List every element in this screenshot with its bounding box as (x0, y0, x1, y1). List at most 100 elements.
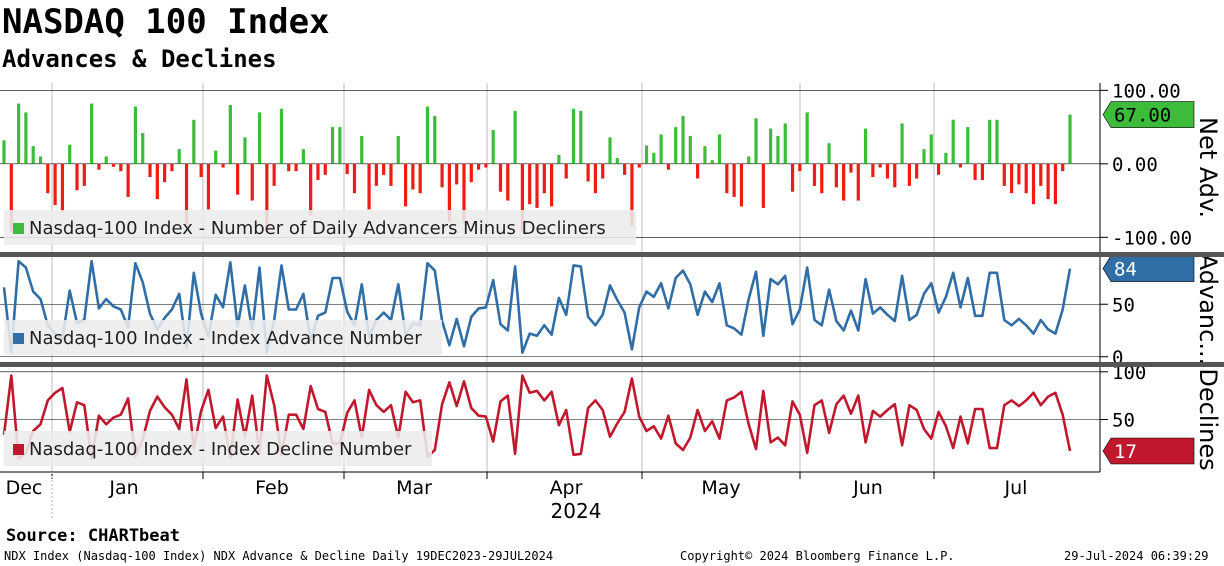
net-adv-bar (958, 163, 963, 168)
last-value-label: 17 (1114, 441, 1137, 463)
x-tick-label: Feb (255, 477, 289, 499)
net-adv-bar (834, 163, 838, 188)
last-value-label: 67.00 (1114, 105, 1171, 127)
net-adv-bar (455, 163, 459, 185)
net-adv-bar (681, 116, 685, 164)
net-adv-bar (60, 163, 65, 212)
legend-label: Nasdaq-100 Index - Index Decline Number (29, 439, 412, 460)
x-tick-label: Jul (1004, 477, 1028, 499)
net-adv-bar (623, 163, 627, 175)
last-value-label: 84 (1114, 259, 1137, 281)
x-tick-label: Apr (550, 477, 583, 499)
net-adv-bar (257, 112, 262, 164)
panel-2: 50 0 Nasdaq-100 Index - Index Advance Numb… (0, 254, 1222, 369)
panel-separator (0, 252, 1224, 257)
net-adv-bar (827, 143, 831, 164)
series-description: NDX Index (Nasdaq-100 Index) NDX Advance… (4, 549, 554, 563)
net-adv-bar (447, 163, 451, 222)
net-adv-bar (666, 163, 671, 170)
last-value-marker (1102, 255, 1195, 282)
source-label: Source: CHARTbeat (6, 526, 180, 546)
net-adv-bar (17, 103, 21, 164)
y-tick-label: 0.00 (1112, 154, 1158, 176)
decline-number-line (2, 374, 1072, 460)
net-adv-bar (571, 108, 576, 164)
y-axis-label: Advanc... (1194, 254, 1222, 365)
net-adv-bar (1009, 163, 1014, 194)
legend-background (4, 431, 432, 466)
net-adv-bar (520, 163, 524, 232)
net-adv-bar (849, 163, 853, 173)
net-adv-bar (579, 110, 583, 164)
net-adv-bar (659, 134, 663, 164)
net-adv-bar (1024, 163, 1028, 194)
net-adv-bar (214, 150, 218, 164)
net-adv-bar (163, 163, 167, 183)
net-adv-bar (1017, 163, 1021, 185)
y-axis-label: Net Adv. (1194, 117, 1222, 218)
net-adv-bar (367, 163, 371, 210)
net-adv-bar (725, 163, 729, 194)
x-tick-label: Dec (6, 477, 43, 499)
y-tick-label: 0 (1112, 347, 1123, 369)
net-adv-bar (265, 163, 269, 232)
net-adv-bar (1053, 163, 1057, 205)
net-adv-bar (586, 163, 590, 182)
net-adv-bar (250, 163, 254, 201)
net-adv-bar (915, 163, 919, 179)
net-adv-bar (608, 137, 612, 164)
x-year-label: 2024 (551, 499, 602, 523)
net-adv-bar (352, 163, 357, 194)
net-adv-bar (893, 163, 897, 188)
net-adv-bar (192, 119, 196, 164)
last-value-tag: 84 (1102, 255, 1195, 282)
net-adv-bar (812, 163, 817, 186)
net-adv-bar (155, 163, 159, 200)
net-adv-bar (550, 163, 554, 207)
net-adv-bar (542, 163, 546, 194)
net-adv-bar (885, 163, 890, 179)
net-adv-bar (615, 157, 619, 164)
x-tick-label: Mar (396, 477, 432, 499)
net-adv-bar (688, 135, 692, 164)
net-adv-bar (24, 112, 28, 164)
last-value-marker (1102, 437, 1195, 465)
net-adv-bar (776, 135, 780, 164)
net-adv-bar (564, 163, 568, 179)
net-adv-bar (798, 163, 802, 172)
net-adv-bar (316, 163, 320, 180)
y-tick-label: 50 (1112, 294, 1135, 316)
net-adv-bar (1002, 163, 1006, 186)
net-adv-bar (462, 163, 466, 223)
net-adv-bar (75, 163, 79, 191)
net-adv-bar (936, 163, 941, 175)
net-adv-bar (484, 163, 488, 168)
net-adv-bar (1031, 163, 1036, 205)
net-adv-bar (1046, 163, 1050, 200)
net-adv-bar (535, 163, 539, 208)
net-adv-bar (1061, 163, 1065, 172)
net-adv-bar (184, 163, 189, 227)
net-adv-bar (973, 163, 977, 180)
legend: Nasdaq-100 Index - Index Decline Number (4, 431, 432, 466)
panel-separator (0, 362, 1224, 367)
net-adv-bar (360, 135, 364, 164)
legend-swatch (13, 444, 24, 455)
net-adv-bar (557, 155, 561, 164)
net-adv-bar (710, 160, 714, 164)
timestamp: 29-Jul-2024 06:39:29 (1064, 549, 1209, 563)
net-adv-bar (761, 163, 765, 208)
net-adv-bar (82, 163, 86, 186)
panel-1: 100.00 0.00 -100.00 Nasdaq-100 Index - Numb… (0, 80, 1222, 252)
net-adv-bar (593, 163, 598, 194)
net-adv-bar (119, 163, 123, 172)
x-tick-label: Jan (108, 477, 138, 499)
net-adv-bar (403, 163, 408, 207)
net-adv-bar (469, 163, 473, 183)
panel-3: 100 50 Nasdaq-100 Index - Index Decline Nu… (0, 362, 1222, 472)
net-adv-bar (294, 163, 298, 172)
net-adv-bar (206, 163, 211, 210)
net-adv-bar (199, 163, 203, 178)
net-adv-bar (966, 127, 970, 164)
legend-background (4, 320, 442, 355)
